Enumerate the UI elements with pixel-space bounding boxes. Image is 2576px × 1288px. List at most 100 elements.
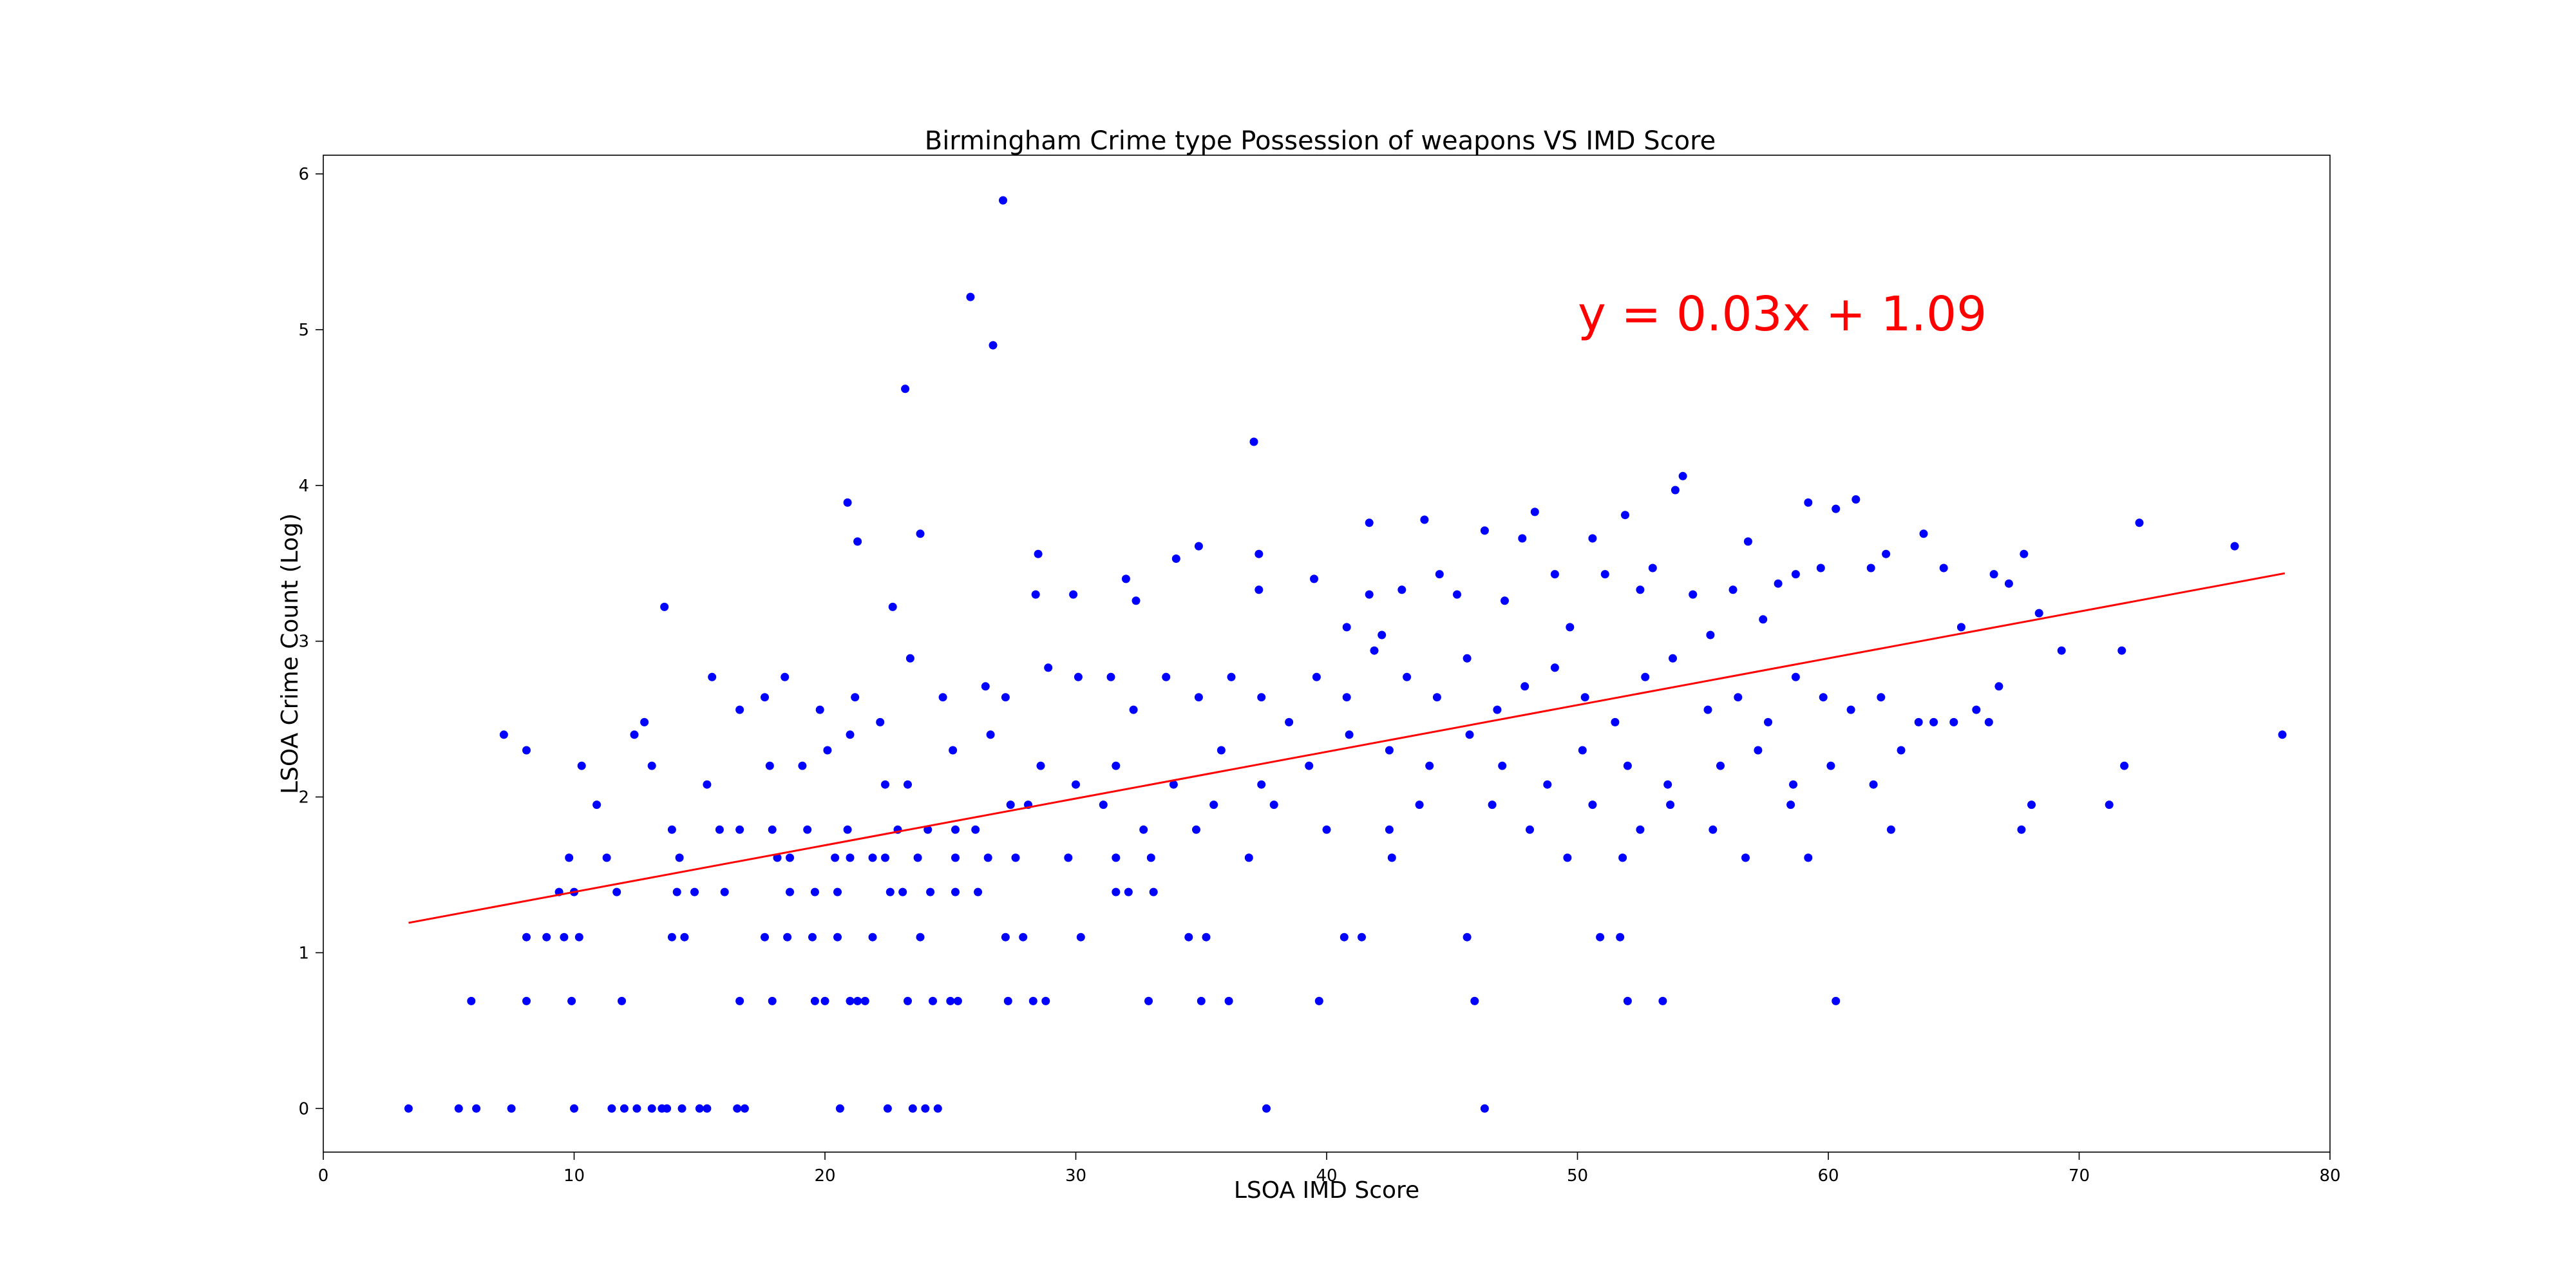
data-point — [1019, 933, 1028, 942]
data-point — [1804, 853, 1813, 862]
data-point — [1435, 570, 1444, 579]
data-point — [567, 996, 576, 1005]
data-point — [574, 933, 583, 942]
y-tick-label: 0 — [298, 1099, 309, 1119]
data-point — [999, 196, 1007, 205]
data-point — [1069, 590, 1078, 599]
data-point — [1956, 623, 1965, 632]
data-point — [1169, 780, 1178, 789]
data-point — [905, 654, 914, 663]
data-point — [1611, 717, 1620, 726]
data-point — [720, 887, 729, 896]
regression-line — [408, 572, 2286, 924]
data-point — [1689, 590, 1698, 599]
data-point — [1488, 800, 1497, 810]
data-point — [768, 825, 777, 834]
data-point — [768, 996, 777, 1005]
data-point — [1741, 853, 1750, 862]
data-point — [1636, 825, 1645, 834]
data-point — [472, 1104, 481, 1113]
data-point — [949, 746, 958, 755]
data-point — [833, 887, 842, 896]
data-point — [1074, 672, 1083, 681]
data-point — [1184, 933, 1193, 942]
data-point — [2017, 825, 2026, 834]
data-point — [2034, 609, 2043, 618]
data-point — [1826, 761, 1835, 770]
data-point — [507, 1104, 516, 1113]
data-point — [1149, 887, 1158, 896]
data-point — [1914, 717, 1923, 726]
data-point — [1480, 526, 1489, 535]
x-tick-label: 40 — [1316, 1166, 1337, 1186]
data-point — [1257, 780, 1266, 789]
data-point — [667, 933, 676, 942]
data-point — [1041, 996, 1050, 1005]
data-point — [607, 1104, 616, 1113]
data-point — [1106, 672, 1115, 681]
y-tick-label: 2 — [298, 788, 309, 808]
data-point — [1129, 705, 1138, 714]
data-point — [454, 1104, 463, 1113]
data-point — [1197, 996, 1206, 1005]
data-point — [786, 853, 794, 862]
data-point — [1076, 933, 1085, 942]
data-point — [1786, 800, 1795, 810]
x-axis: 0 10 20 30 40 50 60 70 80 — [318, 1152, 2341, 1186]
data-point — [989, 341, 998, 350]
data-point — [783, 933, 792, 942]
data-point — [1194, 693, 1203, 702]
data-point — [1816, 564, 1825, 573]
data-point — [1432, 693, 1441, 702]
x-tick-label: 50 — [1567, 1166, 1588, 1186]
data-point — [1663, 780, 1672, 789]
data-point — [1425, 761, 1434, 770]
data-point — [672, 887, 681, 896]
data-point — [916, 933, 925, 942]
data-point — [1112, 853, 1121, 862]
data-point — [886, 887, 895, 896]
data-point — [1716, 761, 1725, 770]
data-point — [735, 996, 744, 1005]
data-point — [831, 853, 840, 862]
data-point — [1112, 887, 1121, 896]
data-point — [1397, 585, 1406, 594]
data-point — [1563, 853, 1572, 862]
data-point — [1194, 542, 1203, 551]
data-point — [1550, 570, 1559, 579]
data-point — [1365, 518, 1374, 527]
data-point — [1877, 693, 1886, 702]
data-point — [565, 853, 574, 862]
x-tick-label: 60 — [1817, 1166, 1839, 1186]
data-point — [1666, 800, 1675, 810]
data-point — [761, 693, 769, 702]
data-point — [1255, 585, 1264, 594]
data-point — [467, 996, 476, 1005]
data-point — [1036, 761, 1045, 770]
data-point — [1994, 682, 2003, 691]
data-point — [695, 1104, 704, 1113]
data-point — [810, 996, 819, 1005]
data-point — [1285, 717, 1294, 726]
data-point — [951, 825, 960, 834]
data-point — [971, 825, 980, 834]
data-point — [1743, 537, 1752, 546]
data-point — [1949, 717, 1958, 726]
data-point — [1001, 933, 1010, 942]
data-point — [1244, 853, 1253, 862]
data-point — [680, 933, 689, 942]
data-point — [1415, 800, 1424, 810]
data-point — [560, 933, 569, 942]
data-point — [1989, 570, 1998, 579]
data-point — [667, 825, 676, 834]
data-point — [1227, 672, 1236, 681]
data-point — [1616, 933, 1625, 942]
data-point — [1832, 504, 1841, 513]
data-point — [1365, 590, 1374, 599]
data-point — [951, 853, 960, 862]
data-point — [522, 996, 531, 1005]
y-axis-title: LSOA Crime Count (Log) — [277, 513, 303, 794]
data-point — [923, 825, 933, 834]
